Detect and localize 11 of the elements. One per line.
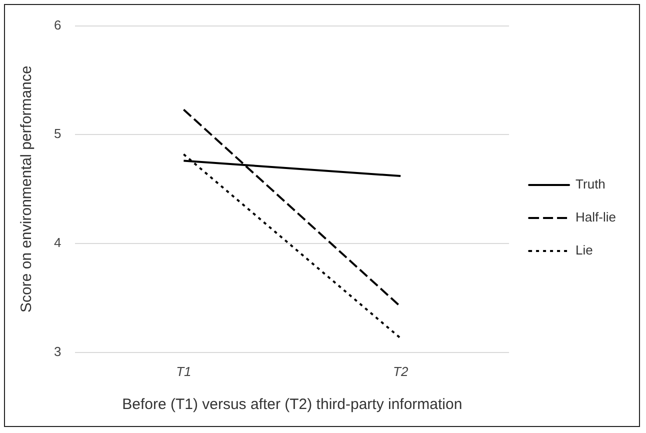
legend-label: Lie	[576, 242, 593, 258]
y-tick-label: 6	[54, 17, 62, 32]
y-tick-label: 3	[54, 344, 62, 359]
x-axis-title: Before (T1) versus after (T2) third-party information	[122, 396, 462, 414]
y-axis-title: Score on environmental performance	[18, 66, 36, 312]
legend-label: Half-lie	[576, 210, 616, 225]
y-tick-label: 5	[54, 126, 62, 142]
x-tick-label: T2	[393, 364, 409, 379]
y-tick-label: 4	[54, 235, 62, 250]
x-tick-label: T1	[176, 364, 192, 379]
legend-label: Truth	[576, 176, 606, 192]
